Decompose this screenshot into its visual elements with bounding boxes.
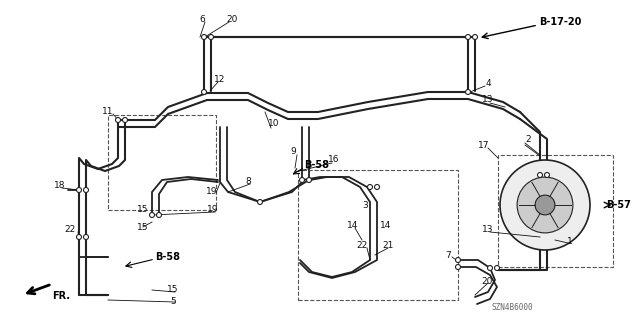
Circle shape bbox=[157, 212, 161, 218]
Circle shape bbox=[202, 34, 207, 40]
Circle shape bbox=[367, 184, 372, 189]
Text: 8: 8 bbox=[245, 176, 251, 186]
Text: B-58: B-58 bbox=[155, 252, 180, 262]
Text: 22: 22 bbox=[65, 226, 76, 234]
Text: 15: 15 bbox=[137, 224, 148, 233]
Circle shape bbox=[488, 265, 493, 271]
Circle shape bbox=[209, 34, 214, 40]
Circle shape bbox=[545, 173, 550, 177]
Circle shape bbox=[465, 34, 470, 40]
Text: 7: 7 bbox=[445, 250, 451, 259]
Text: SZN4B6000: SZN4B6000 bbox=[492, 303, 534, 313]
Text: 20: 20 bbox=[481, 278, 493, 286]
Circle shape bbox=[202, 90, 207, 94]
Circle shape bbox=[257, 199, 262, 204]
Text: 22: 22 bbox=[356, 241, 367, 250]
Text: 10: 10 bbox=[268, 120, 280, 129]
Text: B-17-20: B-17-20 bbox=[539, 17, 581, 27]
Text: 1: 1 bbox=[567, 236, 573, 246]
Bar bbox=[108, 115, 216, 210]
Circle shape bbox=[115, 117, 120, 122]
Text: 5: 5 bbox=[170, 298, 176, 307]
Text: 4: 4 bbox=[485, 78, 491, 87]
Circle shape bbox=[538, 173, 543, 177]
Text: 21: 21 bbox=[382, 241, 394, 249]
Text: FR.: FR. bbox=[52, 291, 70, 301]
Circle shape bbox=[374, 184, 380, 189]
Text: 20: 20 bbox=[227, 16, 237, 25]
Text: 3: 3 bbox=[362, 201, 368, 210]
Text: 6: 6 bbox=[199, 16, 205, 25]
Bar bbox=[298, 170, 458, 300]
Text: 15: 15 bbox=[167, 286, 179, 294]
Circle shape bbox=[122, 117, 127, 122]
Text: 17: 17 bbox=[478, 140, 490, 150]
Text: 13: 13 bbox=[483, 226, 493, 234]
Text: 12: 12 bbox=[214, 75, 226, 84]
Text: 19: 19 bbox=[207, 205, 219, 214]
Circle shape bbox=[150, 212, 154, 218]
Bar bbox=[498, 155, 613, 267]
Circle shape bbox=[83, 234, 88, 240]
Circle shape bbox=[495, 265, 499, 271]
Text: 13: 13 bbox=[483, 95, 493, 105]
Circle shape bbox=[300, 177, 305, 182]
Circle shape bbox=[517, 177, 573, 233]
Text: 9: 9 bbox=[290, 147, 296, 157]
Circle shape bbox=[472, 34, 477, 40]
Text: 14: 14 bbox=[380, 221, 392, 231]
Circle shape bbox=[535, 195, 555, 215]
Text: 2: 2 bbox=[525, 136, 531, 145]
Circle shape bbox=[465, 90, 470, 94]
Text: 19: 19 bbox=[206, 188, 218, 197]
Text: 15: 15 bbox=[137, 205, 148, 214]
Text: 11: 11 bbox=[102, 107, 114, 115]
Circle shape bbox=[500, 160, 590, 250]
Text: 14: 14 bbox=[348, 221, 358, 231]
Circle shape bbox=[83, 188, 88, 192]
Text: 18: 18 bbox=[54, 182, 66, 190]
Circle shape bbox=[307, 177, 312, 182]
Text: 16: 16 bbox=[328, 155, 340, 165]
Text: B-58: B-58 bbox=[304, 160, 329, 170]
Circle shape bbox=[456, 257, 461, 263]
Circle shape bbox=[77, 234, 81, 240]
Circle shape bbox=[77, 188, 81, 192]
Circle shape bbox=[456, 264, 461, 270]
Text: B-57: B-57 bbox=[606, 200, 631, 210]
